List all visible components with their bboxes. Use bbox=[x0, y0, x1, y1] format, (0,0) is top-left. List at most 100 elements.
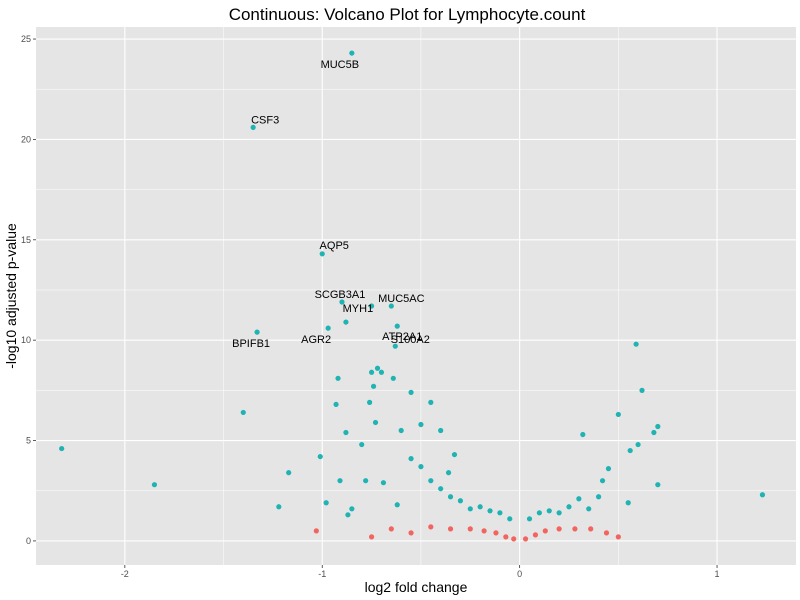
data-point bbox=[438, 486, 444, 492]
gene-label: AGR2 bbox=[301, 334, 331, 346]
data-point bbox=[447, 526, 454, 532]
data-point bbox=[408, 389, 414, 395]
y-tick-label: 5 bbox=[26, 436, 31, 446]
data-point bbox=[349, 50, 355, 56]
gene-label: BPIFB1 bbox=[232, 338, 270, 350]
data-point bbox=[368, 369, 375, 375]
data-point bbox=[487, 508, 493, 514]
data-points bbox=[59, 50, 766, 542]
data-point bbox=[635, 441, 641, 448]
gene-label: MUC5AC bbox=[378, 293, 425, 305]
data-point bbox=[507, 516, 513, 522]
y-tick-label: 20 bbox=[21, 134, 31, 144]
y-tick-label: 10 bbox=[21, 335, 31, 345]
data-point bbox=[349, 506, 355, 512]
data-point bbox=[477, 504, 483, 510]
data-point bbox=[556, 510, 562, 516]
data-point bbox=[576, 496, 582, 502]
data-point bbox=[627, 447, 633, 454]
data-point bbox=[503, 534, 509, 540]
data-point bbox=[532, 532, 539, 538]
gene-label: AQP5 bbox=[320, 240, 349, 252]
data-point bbox=[390, 375, 396, 381]
data-point bbox=[445, 470, 452, 476]
x-axis-title: log2 fold change bbox=[365, 579, 468, 595]
data-point bbox=[380, 480, 387, 486]
data-point bbox=[481, 528, 487, 534]
gene-label: MYH1 bbox=[343, 303, 374, 315]
data-point bbox=[438, 427, 444, 434]
x-tick-label: -1 bbox=[318, 569, 326, 579]
data-point bbox=[615, 534, 621, 540]
data-point bbox=[556, 526, 562, 532]
data-point bbox=[418, 421, 424, 428]
data-point bbox=[526, 516, 533, 522]
data-point bbox=[542, 528, 548, 534]
data-point bbox=[625, 500, 631, 506]
data-point bbox=[457, 498, 464, 504]
data-point bbox=[511, 536, 517, 542]
data-point bbox=[151, 482, 158, 488]
x-tick-label: 1 bbox=[715, 569, 720, 579]
data-point bbox=[343, 429, 349, 436]
data-point bbox=[388, 526, 394, 532]
data-point bbox=[655, 423, 661, 430]
data-point bbox=[428, 399, 434, 405]
data-point bbox=[368, 534, 375, 540]
data-point bbox=[599, 478, 606, 484]
data-point bbox=[335, 375, 341, 381]
data-point bbox=[522, 536, 529, 542]
data-point bbox=[394, 323, 400, 329]
data-point bbox=[343, 319, 349, 325]
data-point bbox=[451, 451, 458, 458]
data-point bbox=[325, 325, 331, 331]
data-point bbox=[467, 526, 473, 532]
data-point bbox=[639, 387, 645, 393]
data-point bbox=[363, 478, 369, 484]
y-tick-label: 25 bbox=[21, 34, 31, 44]
data-point bbox=[759, 492, 766, 498]
data-point bbox=[359, 441, 365, 448]
data-point bbox=[408, 456, 414, 462]
data-point bbox=[286, 470, 292, 476]
data-point bbox=[313, 528, 319, 534]
data-point bbox=[633, 341, 639, 347]
gene-label: CSF3 bbox=[251, 114, 279, 126]
data-point bbox=[566, 504, 572, 510]
data-point bbox=[572, 526, 578, 532]
gene-labels: MUC5B CSF3 AQP5 SCGB3A1 MUC5AC MYH1 ATP2A1 AGR2… bbox=[232, 59, 430, 350]
data-point bbox=[408, 530, 414, 536]
data-point bbox=[418, 464, 424, 470]
data-point bbox=[497, 510, 503, 516]
data-point bbox=[605, 466, 612, 472]
data-point bbox=[370, 383, 377, 389]
data-point bbox=[59, 445, 65, 452]
data-point bbox=[323, 500, 329, 506]
data-point bbox=[388, 303, 394, 309]
data-point bbox=[493, 530, 499, 536]
data-point bbox=[603, 530, 610, 536]
y-tick-label: 15 bbox=[21, 235, 31, 245]
data-point bbox=[655, 482, 661, 488]
x-tick-label: 0 bbox=[517, 569, 522, 579]
data-point bbox=[428, 524, 434, 530]
data-point bbox=[580, 431, 586, 438]
data-point bbox=[254, 329, 260, 335]
data-point bbox=[367, 399, 373, 405]
gene-label: S100A2 bbox=[391, 334, 430, 346]
grid-lines bbox=[36, 27, 796, 565]
data-point bbox=[588, 526, 594, 532]
gene-label: MUC5B bbox=[321, 59, 360, 71]
data-point bbox=[374, 365, 381, 371]
data-point bbox=[317, 453, 323, 460]
data-point bbox=[368, 303, 375, 309]
data-point bbox=[536, 510, 542, 516]
data-point bbox=[333, 401, 339, 408]
data-point bbox=[339, 299, 345, 305]
chart-title: Continuous: Volcano Plot for Lymphocyte.… bbox=[229, 5, 586, 24]
data-point bbox=[372, 419, 379, 426]
data-point bbox=[345, 512, 351, 518]
data-point bbox=[337, 478, 343, 484]
